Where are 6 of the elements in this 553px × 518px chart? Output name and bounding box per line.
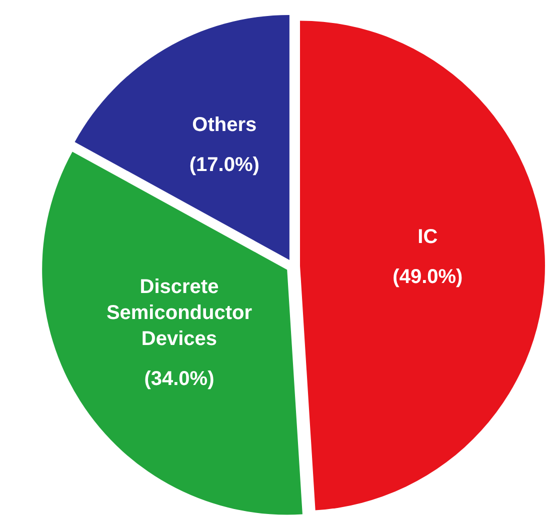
data-label: (17.0%) xyxy=(189,154,260,176)
data-label: (49.0%) xyxy=(392,266,463,288)
data-label: (34.0%) xyxy=(144,368,214,390)
slice-label: Others xyxy=(192,114,257,136)
slice-label: IC xyxy=(418,226,438,248)
slice-label: Discrete Semiconductor Devices xyxy=(106,276,252,350)
